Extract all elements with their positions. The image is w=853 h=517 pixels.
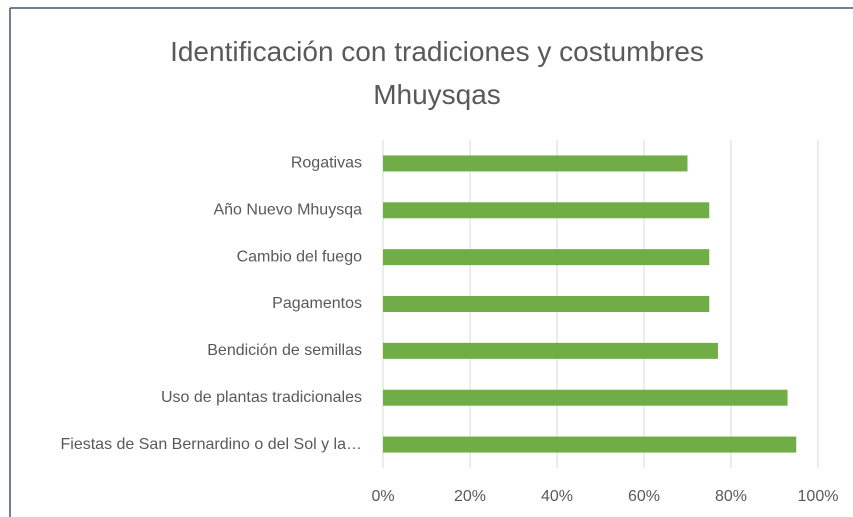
bar	[383, 389, 788, 406]
y-tick-label: Rogativas	[291, 155, 362, 172]
y-tick-label: Uso de plantas tradicionales	[161, 389, 362, 406]
x-tick-label: 0%	[371, 488, 394, 505]
y-tick-label: Pagamentos	[272, 295, 362, 312]
x-tick-label: 20%	[454, 488, 486, 505]
x-tick-label: 100%	[798, 488, 839, 505]
y-tick-label: Fiestas de San Bernardino o del Sol y la…	[61, 436, 363, 453]
bar	[383, 342, 718, 359]
bar	[383, 155, 688, 172]
bar	[383, 296, 710, 312]
y-tick-label: Bendición de semillas	[207, 342, 362, 359]
bar	[383, 249, 710, 266]
chart-title: Identificación con tradiciones y costumb…	[170, 36, 704, 110]
x-tick-label: 60%	[628, 488, 660, 505]
y-tick-label: Año Nuevo Mhuysqa	[213, 202, 362, 219]
x-tick-label: 40%	[541, 488, 573, 505]
bar	[383, 202, 710, 219]
bar	[383, 436, 797, 453]
x-tick-label: 80%	[715, 488, 747, 505]
y-tick-label: Cambio del fuego	[237, 248, 363, 265]
